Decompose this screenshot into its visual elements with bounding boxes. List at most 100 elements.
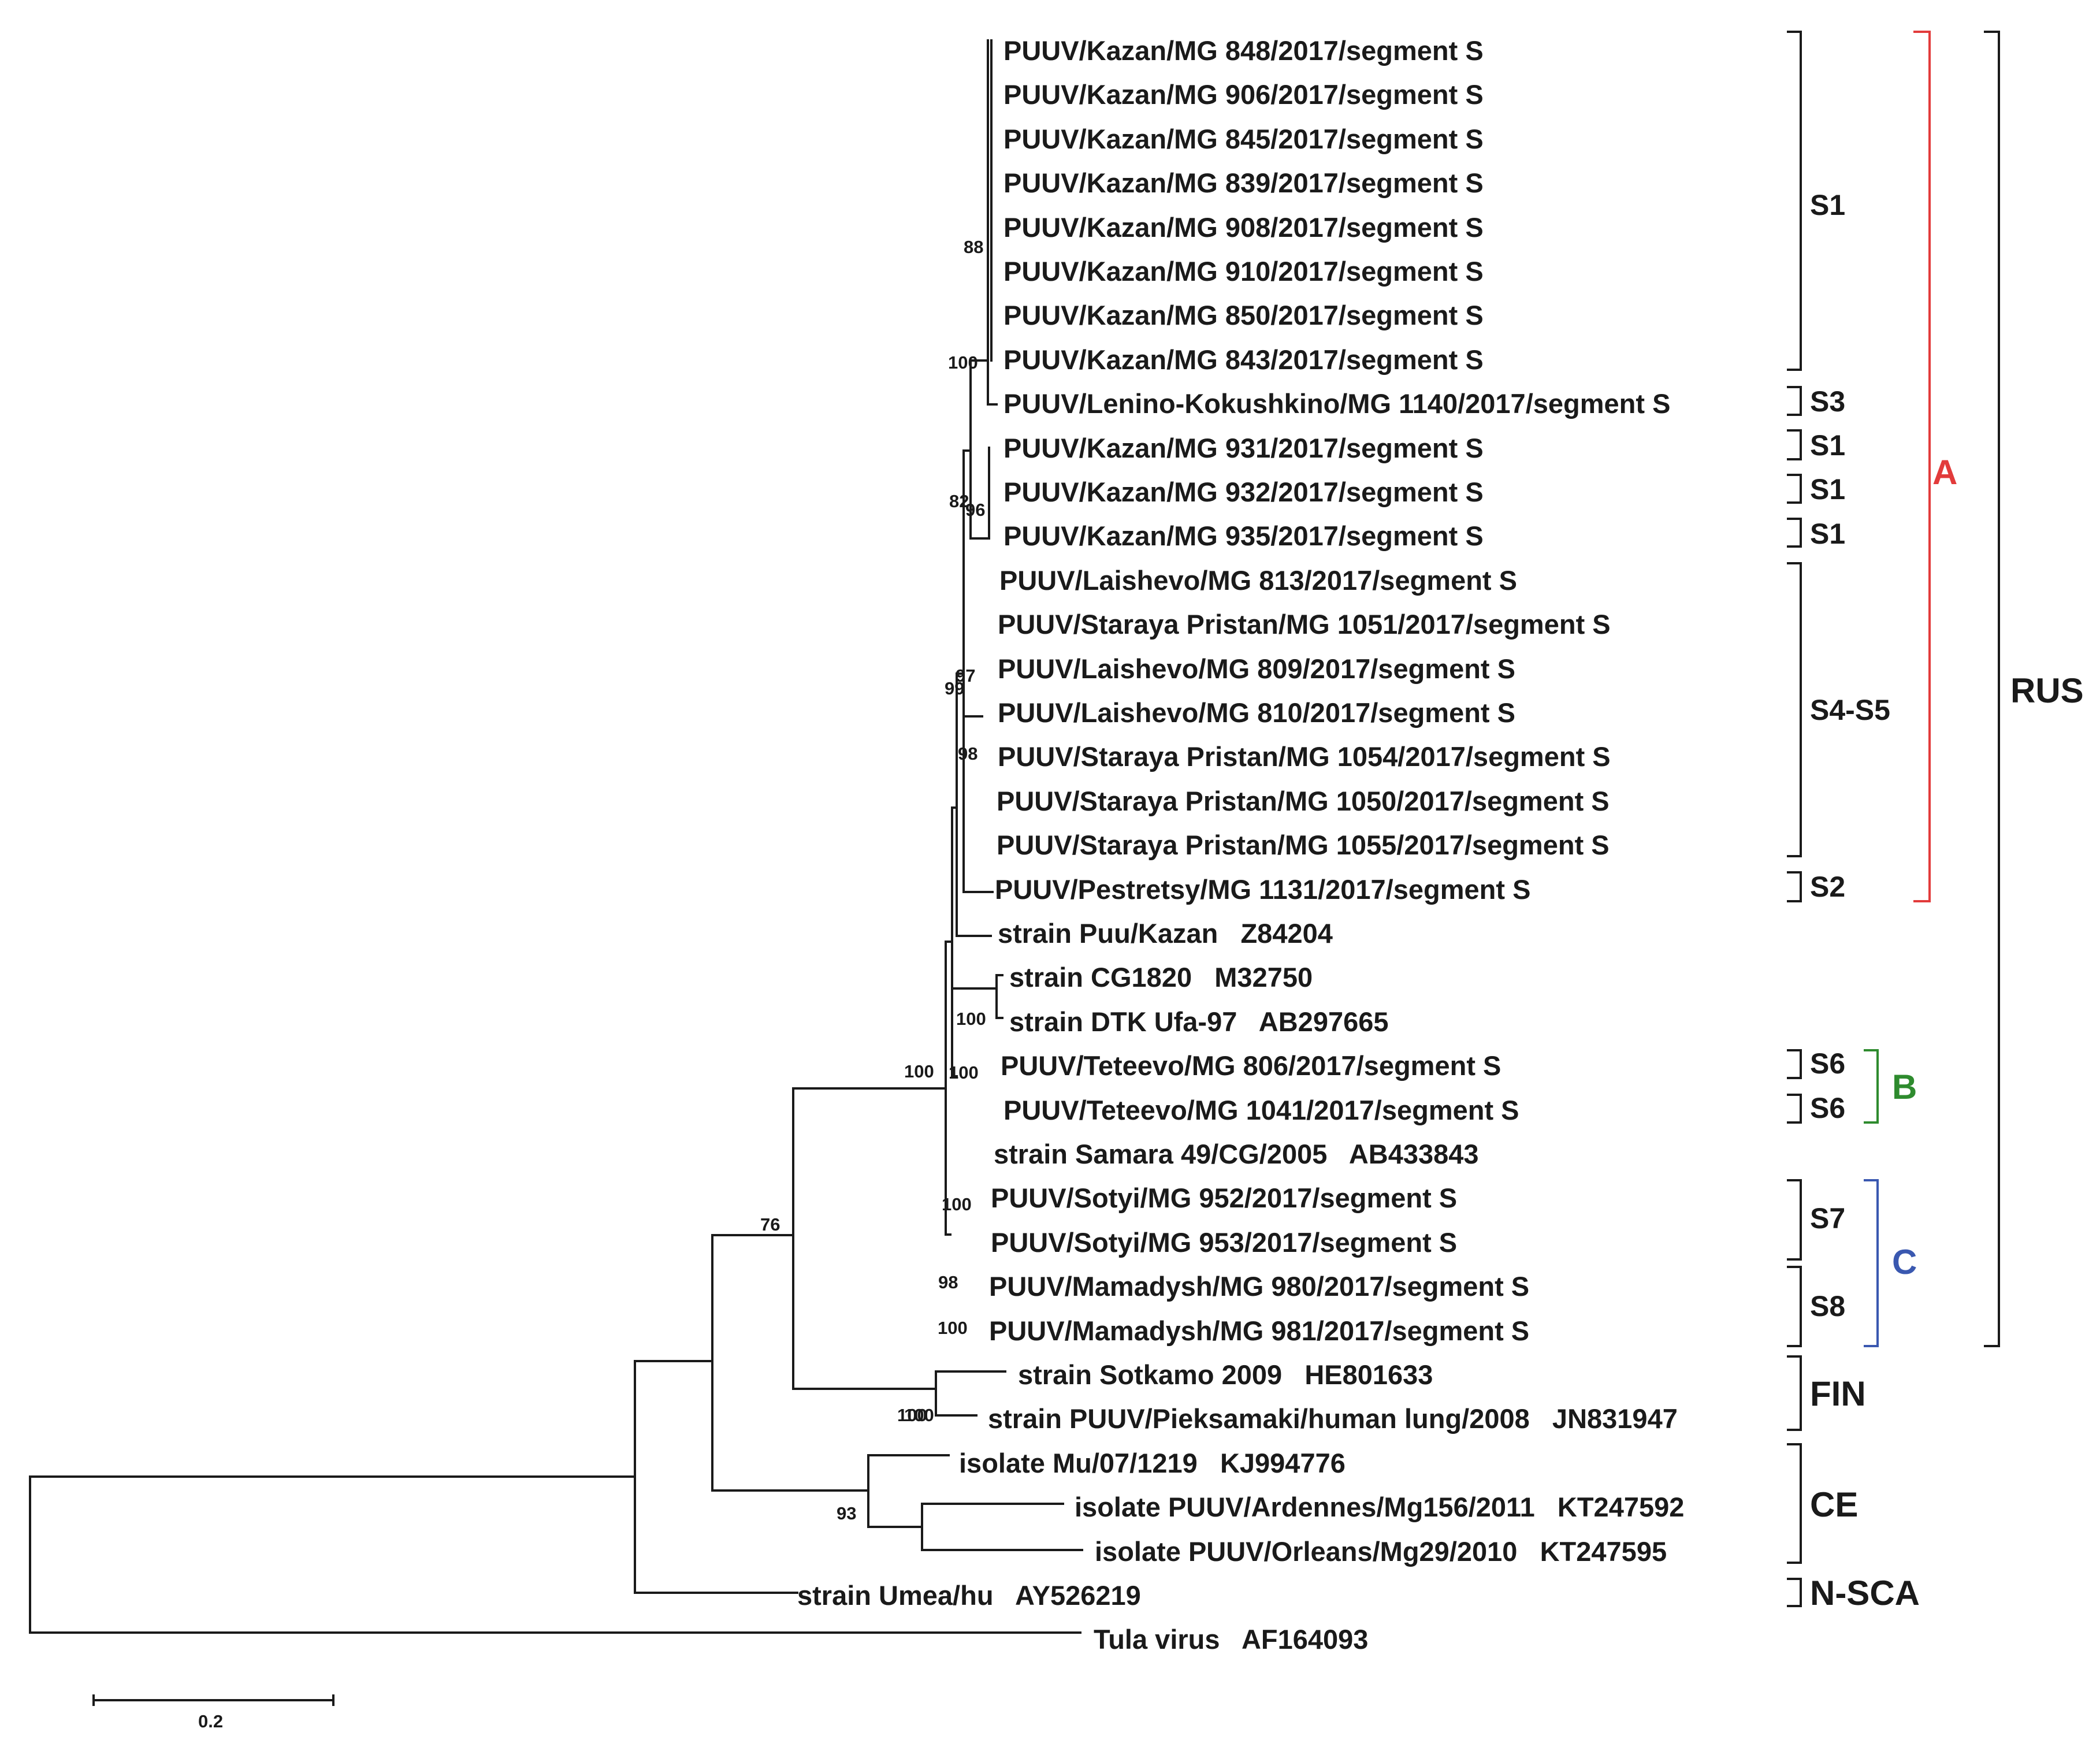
bracket-cluster-c [1864,1179,1879,1347]
bootstrap-label: 100 [904,1061,934,1081]
lineage-label-ce: CE [1810,1485,1858,1524]
subclade-labels: S1 S3 S1 S1 S1 S4-S5 S2 S6 S6 S7 S8 [1810,189,1890,1322]
bootstrap-label: 100 [938,1318,968,1338]
subclade-label-s3: S3 [1810,385,1845,418]
lineage-labels: RUS FIN CE N-SCA [1810,671,2084,1612]
leaf-label: isolate PUUV/Ardennes/Mg156/2011 KT24759… [1075,1492,1684,1522]
bracket-s3 [1787,386,1802,416]
subclade-label-s2: S2 [1810,871,1845,903]
scale-bar: 0.2 [92,1694,334,1731]
leaf-label: PUUV/Mamadysh/MG 980/2017/segment S [989,1271,1529,1302]
bootstrap-label: 100 [949,1062,979,1083]
leaf-label: isolate Mu/07/1219 KJ994776 [959,1448,1346,1478]
leaf-label: strain Sotkamo 2009 HE801633 [1018,1359,1433,1390]
subclade-label-s8: S8 [1810,1290,1845,1322]
bracket-nsca [1787,1578,1802,1607]
subclade-brackets [1787,31,2000,1607]
leaf-label: strain DTK Ufa-97 AB297665 [1009,1006,1389,1037]
leaf-label: PUUV/Lenino-Kokushkino/MG 1140/2017/segm… [1003,388,1670,419]
bootstrap-label: 99 [945,678,964,698]
bracket-fin [1787,1355,1802,1431]
bracket-cluster-a [1913,31,1931,902]
subclade-label-s1-932: S1 [1810,473,1845,505]
leaf-label: PUUV/Mamadysh/MG 981/2017/segment S [989,1315,1529,1346]
bootstrap-label: 97 [956,666,975,686]
bootstrap-label: 98 [958,744,977,764]
leaf-label: PUUV/Teteevo/MG 1041/2017/segment S [1003,1095,1519,1125]
lineage-label-rus: RUS [2010,671,2084,710]
bracket-s7 [1787,1179,1802,1261]
bootstrap-label: 82 [949,491,969,511]
leaf-label: PUUV/Kazan/MG 850/2017/segment S [1003,300,1484,330]
leaf-label: PUUV/Staraya Pristan/MG 1054/2017/segmen… [998,741,1611,772]
bracket-cluster-b [1864,1049,1879,1124]
leaf-label: strain Puu/Kazan Z84204 [998,918,1333,949]
leaf-label: PUUV/Laishevo/MG 809/2017/segment S [998,653,1515,684]
lineage-label-fin: FIN [1810,1374,1866,1413]
bootstrap-label: 96 [965,500,985,520]
leaf-label: PUUV/Sotyi/MG 953/2017/segment S [991,1227,1457,1258]
leaf-label: PUUV/Laishevo/MG 810/2017/segment S [998,697,1515,728]
leaf-label: PUUV/Staraya Pristan/MG 1050/2017/segmen… [997,786,1610,816]
bootstrap-label: 88 [964,237,983,257]
bracket-s1-932 [1787,474,1802,504]
leaf-label: Tula virus AF164093 [1094,1624,1368,1655]
cluster-label-c: C [1892,1243,1917,1281]
leaf-labels: PUUV/Kazan/MG 848/2017/segment S PUUV/Ka… [797,35,1684,1655]
bootstrap-label: 100 [897,1405,927,1425]
leaf-label: PUUV/Teteevo/MG 806/2017/segment S [1001,1050,1501,1081]
bootstrap-label: 76 [760,1214,780,1235]
cluster-labels: A B C [1892,453,1957,1281]
leaf-label: PUUV/Sotyi/MG 952/2017/segment S [991,1183,1457,1213]
bootstrap-label: 100 [948,352,978,373]
leaf-label: PUUV/Pestretsy/MG 1131/2017/segment S [995,874,1530,905]
leaf-label: isolate PUUV/Orleans/Mg29/2010 KT247595 [1095,1536,1667,1567]
bootstrap-label: 100 [942,1194,972,1214]
cluster-label-a: A [1932,453,1957,492]
leaf-label: PUUV/Kazan/MG 906/2017/segment S [1003,79,1484,110]
leaf-label: PUUV/Kazan/MG 932/2017/segment S [1003,477,1484,507]
bootstrap-label: 93 [837,1503,856,1523]
leaf-label: PUUV/Kazan/MG 848/2017/segment S [1003,35,1484,66]
cluster-brackets [1864,31,1931,1347]
leaf-label: PUUV/Staraya Pristan/MG 1055/2017/segmen… [997,830,1610,860]
bootstrap-label: 100 [956,1009,986,1029]
lineage-label-nsca: N-SCA [1810,1574,1920,1612]
leaf-label: PUUV/Kazan/MG 843/2017/segment S [1003,344,1484,375]
leaf-label: PUUV/Kazan/MG 931/2017/segment S [1003,433,1484,463]
leaf-label: PUUV/Kazan/MG 935/2017/segment S [1003,521,1484,551]
leaf-label: PUUV/Kazan/MG 845/2017/segment S [1003,124,1484,154]
cluster-label-b: B [1892,1068,1917,1106]
subclade-label-s7: S7 [1810,1202,1845,1235]
bracket-s6-1041 [1787,1094,1802,1124]
leaf-label: PUUV/Staraya Pristan/MG 1051/2017/segmen… [998,609,1611,640]
bracket-s1-main [1787,31,1802,371]
subclade-label-s6-1041: S6 [1810,1092,1845,1124]
scale-bar-label: 0.2 [198,1711,223,1731]
bracket-s4s5 [1787,562,1802,857]
bracket-s1-931 [1787,429,1802,460]
bootstrap-label: 98 [938,1272,958,1292]
leaf-label: PUUV/Kazan/MG 908/2017/segment S [1003,212,1484,243]
leaf-label: strain Umea/hu AY526219 [797,1580,1141,1611]
bracket-s8 [1787,1266,1802,1347]
bracket-s2 [1787,871,1802,902]
bracket-ce [1787,1443,1802,1564]
subclade-label-s4s5: S4-S5 [1810,694,1890,726]
leaf-label: PUUV/Kazan/MG 839/2017/segment S [1003,168,1484,198]
leaf-label: PUUV/Kazan/MG 910/2017/segment S [1003,256,1484,287]
scale-bar-line [92,1694,334,1706]
bootstrap-label: 100 [904,1405,934,1425]
subclade-label-s6-806: S6 [1810,1047,1845,1080]
leaf-label: strain PUUV/Pieksamaki/human lung/2008 J… [988,1403,1678,1434]
tree-branches [29,39,1083,1634]
subclade-label-s1-935: S1 [1810,518,1845,550]
bootstrap-values: 88 100 82 96 97 99 98 100 100 100 100 10… [760,237,986,1523]
bracket-s6-806 [1787,1049,1802,1079]
leaf-label: strain CG1820 M32750 [1009,962,1313,993]
leaf-label: PUUV/Laishevo/MG 813/2017/segment S [999,565,1517,596]
leaf-label: strain Samara 49/CG/2005 AB433843 [994,1139,1479,1169]
subclade-label-s1-main: S1 [1810,189,1845,221]
subclade-label-s1-931: S1 [1810,429,1845,462]
